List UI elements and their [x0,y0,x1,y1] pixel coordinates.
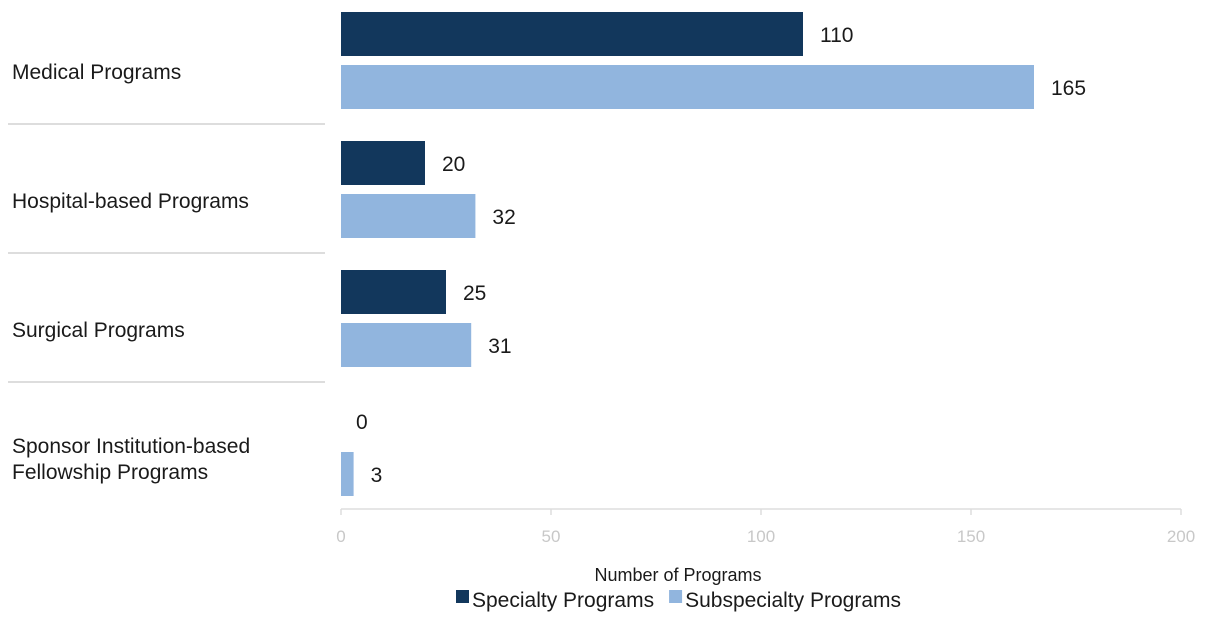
category-label: Hospital-based Programs [12,190,249,213]
x-tick-label: 50 [542,527,561,546]
data-label: 110 [820,24,853,47]
legend-swatch [669,590,683,603]
legend-label: Subspecialty Programs [685,589,901,612]
legend-swatch [456,590,469,603]
legend: Specialty Programs Subspecialty Programs [456,589,901,612]
bar [341,141,425,185]
x-tick-label: 150 [957,527,985,546]
data-label: 32 [492,206,515,229]
bar [341,194,476,238]
data-label: 20 [442,153,465,176]
x-tick-label: 100 [747,527,775,546]
data-label: 165 [1051,77,1086,100]
x-axis-title: Number of Programs [594,565,761,585]
category-separators [8,123,325,383]
data-label: 25 [463,282,486,305]
data-label: 3 [371,464,383,487]
bar [341,452,354,496]
category-label: Surgical Programs [12,319,185,342]
bar [341,270,446,314]
category-label: Medical Programs [12,61,181,84]
data-label: 31 [488,335,511,358]
bar [341,65,1034,109]
x-tick-label: 0 [336,527,345,546]
category-label: Sponsor Institution-based Fellowship Prog… [12,435,250,484]
legend-label: Specialty Programs [472,589,654,612]
x-tick-label: 200 [1167,527,1195,546]
value-labels: 110 165 20 32 25 31 0 3 [356,24,1086,487]
category-labels: Medical Programs Hospital-based Programs S… [12,61,250,484]
x-axis: 0 50 100 150 200 [336,508,1195,546]
bar [341,323,472,367]
bar [341,12,803,56]
bars [341,12,1034,496]
data-label: 0 [356,411,368,434]
